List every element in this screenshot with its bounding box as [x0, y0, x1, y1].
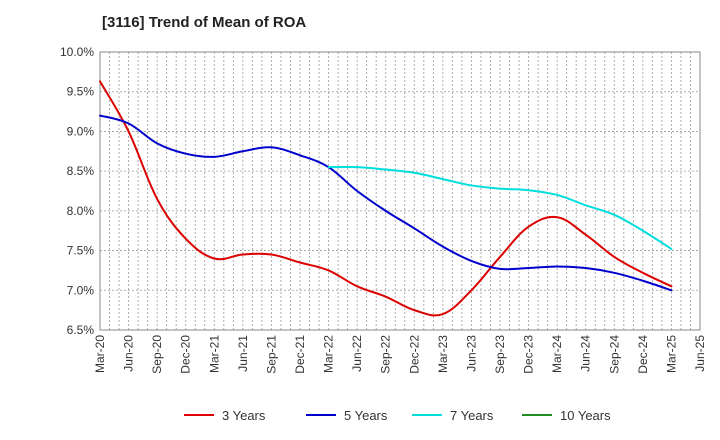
legend-label: 10 Years	[560, 408, 611, 423]
x-tick-label: Sep-22	[379, 335, 393, 374]
y-tick-label: 7.0%	[67, 283, 95, 297]
chart-title: [3116] Trend of Mean of ROA	[102, 14, 307, 31]
x-tick-label: Dec-23	[522, 335, 536, 374]
x-tick-label: Mar-22	[322, 335, 336, 373]
x-tick-label: Dec-24	[636, 335, 650, 374]
x-tick-label: Jun-20	[122, 335, 136, 372]
legend-label: 3 Years	[222, 408, 266, 423]
x-tick-label: Mar-20	[93, 335, 107, 373]
y-tick-label: 9.0%	[67, 124, 95, 138]
plot-frame	[99, 51, 701, 331]
x-tick-label: Mar-21	[207, 335, 221, 373]
series-line-7-years	[327, 165, 673, 250]
series-lines	[99, 80, 673, 317]
x-tick-label: Sep-24	[607, 335, 621, 374]
x-tick-label: Mar-25	[664, 335, 678, 373]
x-tick-label: Mar-24	[550, 335, 564, 373]
x-axis-ticks: Mar-20 Jun-20 Sep-20 Dec-20 Mar-21 Jun-21 Sep-…	[93, 335, 707, 374]
y-tick-label: 6.5%	[67, 323, 95, 337]
x-tick-label: Jun-22	[350, 335, 364, 372]
x-tick-label: Jun-25	[693, 335, 707, 372]
x-tick-label: Sep-21	[264, 335, 278, 374]
legend-label: 5 Years	[344, 408, 388, 423]
y-tick-label: 9.5%	[67, 85, 95, 99]
x-tick-label: Sep-23	[493, 335, 507, 374]
legend: 3 Years 5 Years 7 Years 10 Years	[184, 408, 611, 423]
y-tick-label: 10.0%	[60, 45, 94, 59]
y-axis-ticks: 6.5% 7.0% 7.5% 8.0% 8.5% 9.0% 9.5% 10.0%	[60, 45, 94, 337]
y-tick-label: 8.5%	[67, 164, 95, 178]
grid-lines	[99, 51, 701, 331]
x-tick-label: Mar-23	[436, 335, 450, 373]
x-tick-label: Dec-22	[407, 335, 421, 374]
y-tick-label: 7.5%	[67, 244, 95, 258]
x-tick-label: Dec-21	[293, 335, 307, 374]
x-tick-label: Sep-20	[150, 335, 164, 374]
y-tick-label: 8.0%	[67, 204, 95, 218]
legend-label: 7 Years	[450, 408, 494, 423]
x-tick-label: Jun-23	[464, 335, 478, 372]
x-tick-label: Dec-20	[179, 335, 193, 374]
series-line-3-years	[99, 80, 673, 317]
x-tick-label: Jun-21	[236, 335, 250, 372]
x-tick-label: Jun-24	[579, 335, 593, 372]
series-line-5-years	[99, 114, 673, 292]
